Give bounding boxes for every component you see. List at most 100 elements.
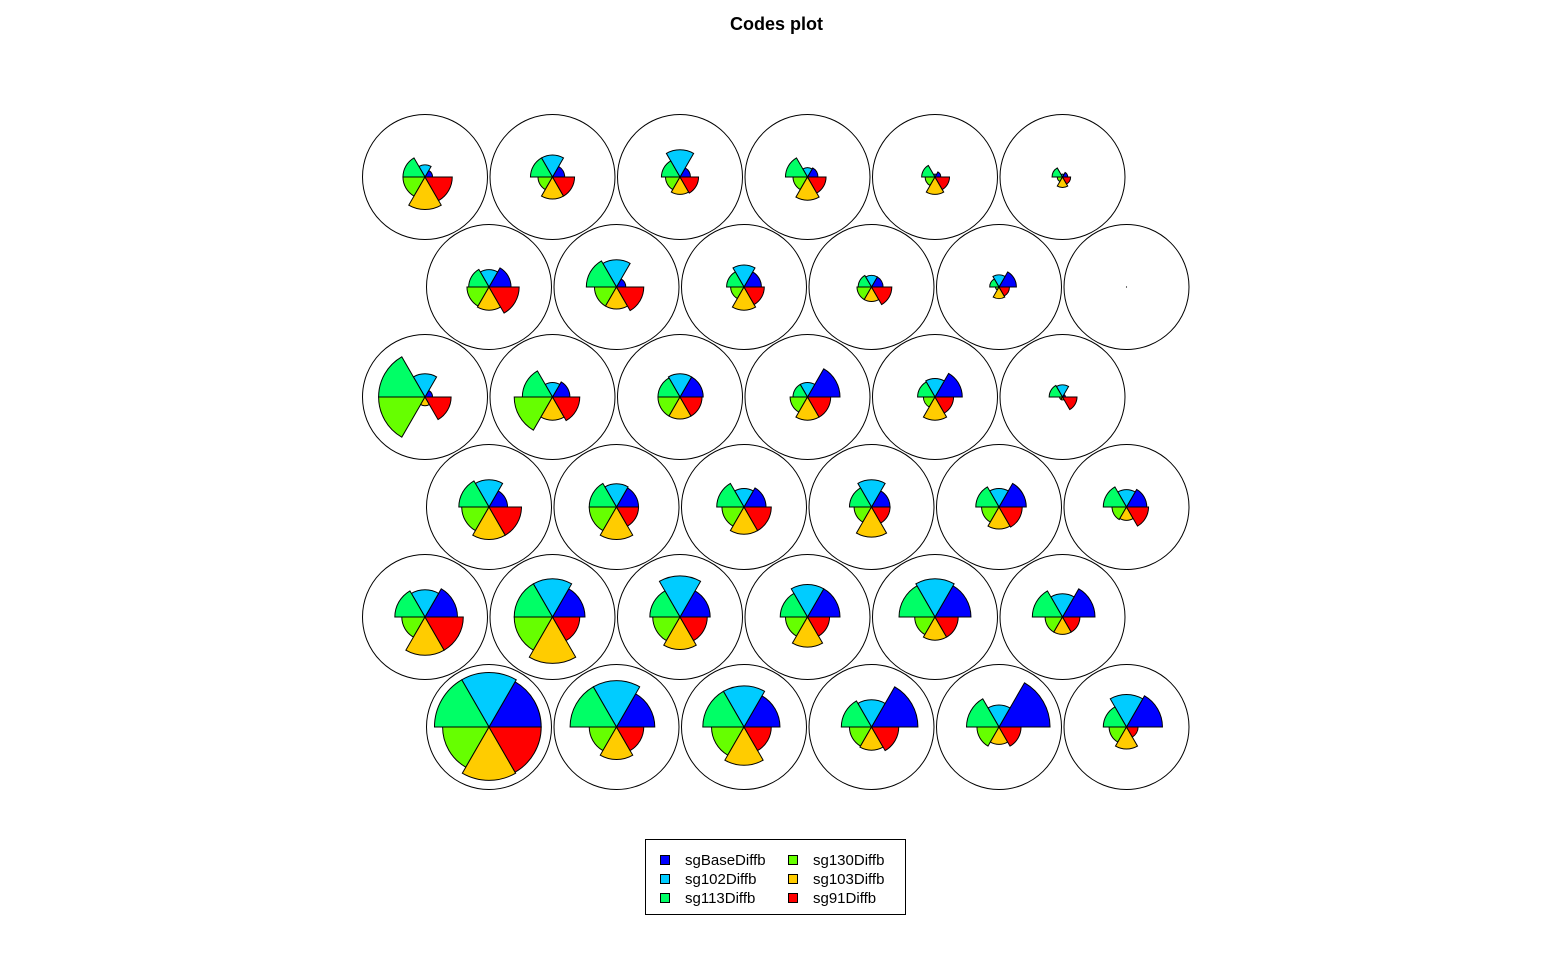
segment-sg113Diffb — [458, 480, 490, 508]
legend-label: sg103Diffb — [813, 870, 885, 888]
chart-title: Codes plot — [730, 14, 823, 34]
segment-sg103Diffb — [855, 505, 888, 538]
legend-swatch — [788, 855, 798, 865]
segment-sg113Diffb — [989, 278, 1000, 288]
som-unit — [872, 554, 998, 680]
unit-circle — [1063, 444, 1190, 570]
unit-circle — [426, 664, 552, 790]
som-unit — [808, 224, 935, 350]
unit-circle — [1063, 664, 1190, 790]
segment-sg91Diffb — [1061, 616, 1081, 633]
unit-circle — [999, 334, 1126, 460]
som-unit — [489, 334, 616, 460]
segment-sg91Diffb — [870, 506, 891, 524]
unit-circle — [489, 334, 616, 460]
som-unit — [617, 334, 743, 460]
legend-label: sg130Diffb — [813, 851, 885, 869]
legend-swatch — [788, 893, 798, 903]
som-unit — [362, 334, 488, 460]
segment-sg91Diffb — [424, 396, 452, 421]
segment-sg91Diffb — [488, 726, 542, 773]
segment-sgBaseDiffb — [806, 368, 841, 398]
segment-sg102Diffb — [992, 274, 1006, 289]
segment-sg113Diffb — [840, 700, 873, 728]
som-unit — [681, 444, 807, 570]
segment-sg91Diffb — [679, 616, 708, 642]
legend-item: sg113Diffb — [660, 889, 755, 907]
segment-sg91Diffb — [551, 176, 576, 197]
som-unit — [999, 114, 1126, 240]
segment-sgBaseDiffb — [998, 682, 1051, 728]
som-unit — [808, 444, 935, 570]
segment-sg130Diffb — [1111, 506, 1128, 521]
segment-sg91Diffb — [488, 506, 522, 536]
som-unit — [936, 224, 1062, 350]
legend-label: sg113Diffb — [685, 889, 756, 907]
segment-sg102Diffb — [592, 680, 641, 728]
som-unit — [999, 334, 1126, 460]
som-unit — [426, 444, 552, 570]
segment-sg91Diffb — [424, 616, 464, 651]
unit-circle — [553, 664, 680, 790]
unit-circle — [553, 444, 680, 570]
segment-sg103Diffb — [731, 286, 757, 311]
unit-circle — [617, 554, 743, 680]
segment-sg91Diffb — [934, 176, 951, 191]
unit-circle — [808, 664, 935, 790]
segment-sg113Diffb — [569, 686, 618, 728]
unit-circle — [872, 334, 998, 460]
segment-sg91Diffb — [998, 506, 1023, 528]
som-unit — [936, 664, 1062, 790]
segment-sg91Diffb — [615, 506, 640, 527]
segment-sg113Diffb — [702, 690, 745, 728]
segment-sg91Diffb — [743, 506, 772, 532]
segment-sg102Diffb — [665, 149, 695, 179]
segment-sg91Diffb — [934, 616, 959, 638]
segment-sg113Diffb — [779, 592, 809, 618]
som-unit — [553, 224, 680, 350]
segment-sg102Diffb — [732, 264, 756, 289]
segment-sg113Diffb — [917, 381, 936, 398]
segment-sg91Diffb — [806, 616, 831, 637]
unit-circle — [362, 334, 488, 460]
segment-sg113Diffb — [848, 487, 873, 508]
som-unit — [426, 664, 552, 790]
unit-circle — [999, 114, 1126, 240]
segment-sg113Diffb — [975, 486, 1000, 508]
segment-sg103Diffb — [922, 396, 948, 421]
segment-sg102Diffb — [925, 377, 945, 398]
segment-sg91Diffb — [870, 286, 893, 306]
segment-sg103Diffb — [408, 175, 442, 210]
segment-sgBaseDiffb — [934, 372, 963, 398]
unit-circle — [489, 554, 616, 680]
som-unit — [872, 334, 998, 460]
segment-sg113Diffb — [966, 698, 1000, 728]
legend-swatch — [660, 855, 670, 865]
segment-sg91Diffb — [615, 726, 645, 752]
som-unit — [936, 444, 1062, 570]
legend-item: sg130Diffb — [788, 851, 884, 869]
segment-sg103Diffb — [599, 505, 634, 540]
segment-sg102Diffb — [1109, 694, 1144, 729]
segment-sg91Diffb — [679, 176, 700, 194]
segment-sgBaseDiffb — [1061, 588, 1096, 618]
som-unit — [489, 554, 616, 680]
segment-sgBaseDiffb — [870, 686, 919, 728]
unit-circle — [617, 334, 743, 460]
unit-circle — [553, 224, 680, 350]
segment-sg91Diffb — [1125, 726, 1139, 738]
som-unit — [489, 114, 616, 240]
segment-sg103Diffb — [528, 616, 577, 664]
segment-sg91Diffb — [998, 726, 1022, 747]
segment-sgBaseDiffb — [998, 482, 1027, 508]
unit-circle — [362, 554, 488, 680]
segment-sg102Diffb — [915, 578, 955, 618]
segment-sg130Diffb — [378, 396, 426, 438]
segment-sg113Diffb — [898, 585, 936, 618]
som-unit — [1063, 224, 1190, 350]
unit-circle — [744, 114, 871, 240]
segment-sg91Diffb — [934, 396, 955, 414]
segment-sg103Diffb — [791, 615, 824, 648]
segment-sg103Diffb — [1056, 176, 1069, 188]
segment-sg103Diffb — [663, 615, 697, 650]
